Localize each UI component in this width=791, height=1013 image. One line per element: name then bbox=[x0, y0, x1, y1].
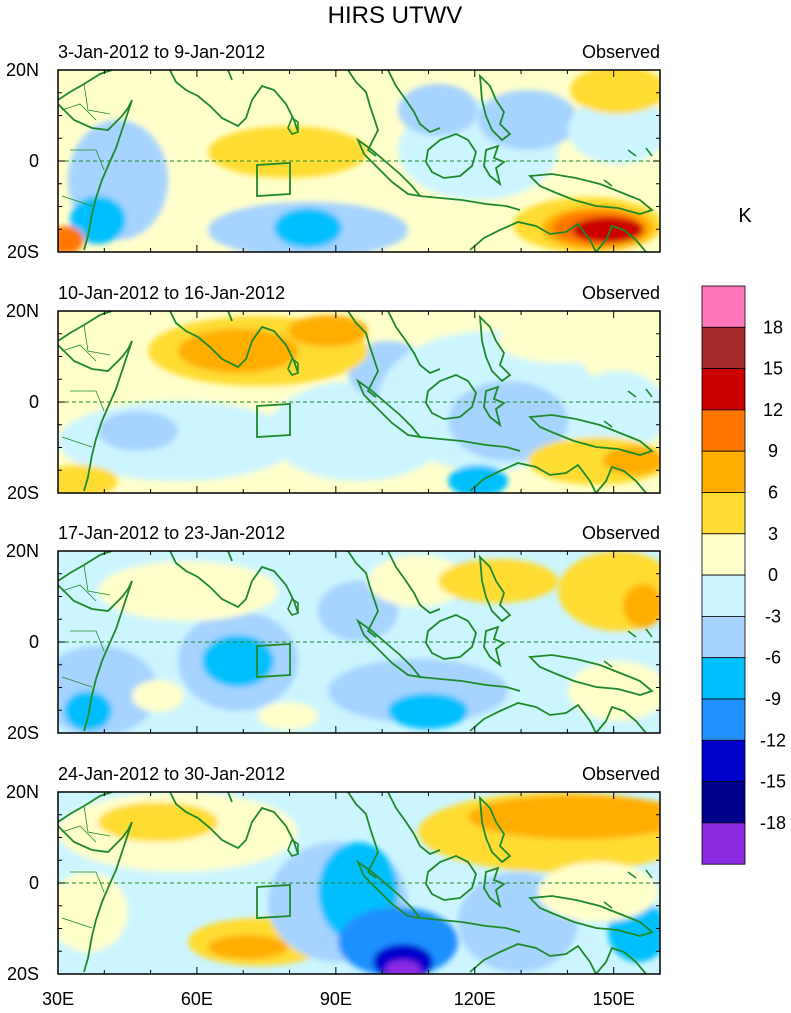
colorbar-label: 15 bbox=[763, 359, 783, 379]
x-tick-label: 120E bbox=[454, 989, 496, 1009]
map-panel-2: 10-Jan-2012 to 16-Jan-2012 Observed bbox=[57, 283, 661, 494]
colorbar-swatch bbox=[701, 285, 746, 328]
colorbar-unit: K bbox=[738, 205, 752, 227]
x-axis: 30E 60E 90E 120E 150E bbox=[42, 70, 661, 1009]
colorbar-label: 9 bbox=[768, 441, 778, 461]
colorbar-label: -3 bbox=[765, 606, 781, 626]
colorbar-swatch bbox=[701, 409, 746, 452]
colorbar-swatch bbox=[701, 492, 746, 535]
colorbar-swatch bbox=[701, 368, 746, 411]
map-panel-3: 17-Jan-2012 to 23-Jan-2012 Observed bbox=[57, 523, 661, 734]
colorbar-label: -12 bbox=[760, 730, 786, 750]
map-panel-1: 3-Jan-2012 to 9-Jan-2012 Observed bbox=[57, 42, 661, 253]
y-tick-label: 20S bbox=[7, 242, 39, 262]
panel-4-period: 24-Jan-2012 to 30-Jan-2012 bbox=[58, 764, 285, 784]
colorbar-swatch bbox=[701, 781, 746, 824]
panel-2-period: 10-Jan-2012 to 16-Jan-2012 bbox=[58, 283, 285, 303]
y-tick-label: 20N bbox=[6, 782, 39, 802]
colorbar-label: 6 bbox=[768, 483, 778, 503]
x-tick-label: 90E bbox=[320, 989, 352, 1009]
colorbar-swatch bbox=[701, 450, 746, 493]
x-tick-label: 150E bbox=[593, 989, 635, 1009]
y-tick-label: 20S bbox=[7, 723, 39, 743]
colorbar-label: 0 bbox=[768, 565, 778, 585]
colorbar-label: -6 bbox=[765, 648, 781, 668]
x-tick-label: 60E bbox=[181, 989, 213, 1009]
panel-2-label: Observed bbox=[582, 283, 660, 303]
colorbar-swatch bbox=[701, 574, 746, 617]
panel-3-label: Observed bbox=[582, 523, 660, 543]
panel-3-period: 17-Jan-2012 to 23-Jan-2012 bbox=[58, 523, 285, 543]
colorbar-label: -9 bbox=[765, 689, 781, 709]
colorbar: 18 15 12 9 6 3 0 -3 -6 -9 -12 -15 -18 bbox=[701, 285, 786, 865]
y-tick-label: 20N bbox=[6, 60, 39, 80]
y-tick-label: 0 bbox=[29, 151, 39, 171]
colorbar-swatch bbox=[701, 822, 746, 865]
colorbar-label: 18 bbox=[763, 317, 783, 337]
map-panel-4: 24-Jan-2012 to 30-Jan-2012 Observed bbox=[57, 764, 661, 975]
y-tick-label: 20S bbox=[7, 964, 39, 984]
colorbar-label: 12 bbox=[763, 400, 783, 420]
y-tick-label: 20S bbox=[7, 483, 39, 503]
panel-1-period: 3-Jan-2012 to 9-Jan-2012 bbox=[58, 42, 265, 62]
colorbar-swatch bbox=[701, 698, 746, 741]
y-tick-label: 0 bbox=[29, 873, 39, 893]
y-tick-label: 20N bbox=[6, 541, 39, 561]
colorbar-swatch bbox=[701, 657, 746, 700]
colorbar-swatch bbox=[701, 533, 746, 576]
figure-title: HIRS UTWV bbox=[328, 2, 463, 29]
y-axis-labels: 20N 0 20S 20N 0 20S 20N 0 20S 20N 0 20S bbox=[6, 60, 660, 984]
x-tick-label: 30E bbox=[42, 989, 74, 1009]
colorbar-label: -18 bbox=[760, 813, 786, 833]
panel-4-label: Observed bbox=[582, 764, 660, 784]
y-tick-label: 0 bbox=[29, 632, 39, 652]
colorbar-swatch bbox=[701, 616, 746, 659]
y-tick-label: 0 bbox=[29, 392, 39, 412]
colorbar-swatch bbox=[701, 326, 746, 369]
colorbar-label: -15 bbox=[760, 772, 786, 792]
colorbar-label: 3 bbox=[768, 524, 778, 544]
colorbar-swatch bbox=[701, 739, 746, 782]
panel-1-label: Observed bbox=[582, 42, 660, 62]
y-tick-label: 20N bbox=[6, 301, 39, 321]
